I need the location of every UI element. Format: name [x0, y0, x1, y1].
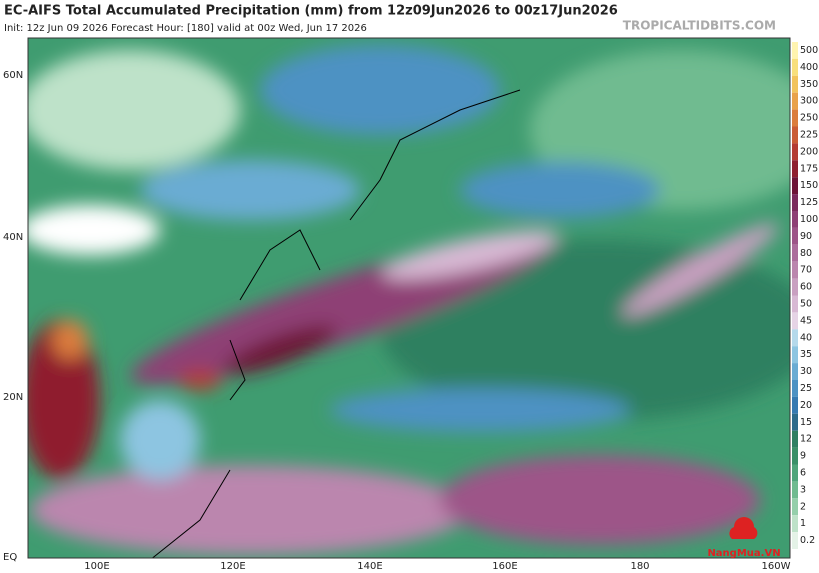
- colorbar-label: 0.2: [800, 535, 815, 546]
- colorbar-swatch: [792, 278, 798, 296]
- colorbar-label: 150: [800, 180, 818, 191]
- colorbar-swatch: [792, 295, 798, 313]
- colorbar-swatch: [792, 447, 798, 465]
- colorbar-swatch: [792, 464, 798, 482]
- colorbar-label: 1: [800, 518, 806, 529]
- colorbar-swatch: [792, 58, 798, 76]
- colorbar-label: 30: [800, 366, 812, 377]
- precip-field: [28, 38, 790, 558]
- colorbar-label: 45: [800, 315, 812, 326]
- coastline: [151, 89, 521, 558]
- lon-label: 160E: [492, 561, 517, 572]
- colorbar-swatch: [792, 396, 798, 414]
- colorbar-label: 2: [800, 501, 806, 512]
- colorbar-label: 9: [800, 451, 806, 462]
- colorbar-label: 250: [800, 113, 818, 124]
- colorbar-swatch: [792, 177, 798, 195]
- map-frame: [27, 37, 791, 559]
- lon-label: 180: [630, 561, 649, 572]
- colorbar-swatch: [792, 109, 798, 127]
- lon-label: 120E: [220, 561, 245, 572]
- lon-label: 140E: [357, 561, 382, 572]
- colorbar-label: 70: [800, 265, 812, 276]
- colorbar-label: 300: [800, 96, 818, 107]
- colorbar-swatch: [792, 211, 798, 228]
- watermark-icon: [729, 517, 758, 539]
- colorbar: 5004003503002502252001751501251009080706…: [792, 42, 818, 549]
- colorbar-swatch: [792, 515, 798, 533]
- colorbar-label: 40: [800, 332, 812, 343]
- colorbar-swatch: [792, 143, 798, 161]
- colorbar-swatch: [792, 363, 798, 380]
- colorbar-label: 200: [800, 146, 818, 157]
- colorbar-swatch: [792, 244, 798, 262]
- colorbar-label: 6: [800, 467, 806, 478]
- colorbar-label: 20: [800, 400, 812, 411]
- colorbar-label: 500: [800, 45, 818, 56]
- colorbar-label: 350: [800, 79, 818, 90]
- colorbar-swatch: [792, 75, 798, 93]
- colorbar-label: 50: [800, 298, 812, 309]
- colorbar-swatch: [792, 413, 798, 431]
- colorbar-swatch: [792, 227, 798, 245]
- title: EC-AIFS Total Accumulated Precipitation …: [4, 4, 618, 19]
- lat-label: 40N: [3, 232, 23, 243]
- watermark: NangMua.VN: [707, 517, 781, 559]
- site-credit: TROPICALTIDBITS.COM: [623, 19, 776, 33]
- colorbar-swatch: [792, 380, 798, 397]
- lat-label: 60N: [3, 70, 23, 81]
- colorbar-label: 175: [800, 163, 818, 174]
- colorbar-swatch: [792, 498, 798, 516]
- watermark-text: NangMua.VN: [707, 548, 780, 559]
- colorbar-label: 90: [800, 231, 812, 242]
- colorbar-label: 100: [800, 214, 818, 225]
- lat-label: EQ: [3, 552, 17, 563]
- colorbar-swatch: [792, 532, 798, 549]
- subtitle: Init: 12z Jun 09 2026 Forecast Hour: [18…: [4, 23, 367, 34]
- lat-label: 20N: [3, 392, 23, 403]
- colorbar-swatch: [792, 329, 798, 347]
- colorbar-label: 125: [800, 197, 818, 208]
- colorbar-swatch: [792, 126, 798, 144]
- colorbar-label: 60: [800, 282, 812, 293]
- colorbar-label: 35: [800, 349, 812, 360]
- colorbar-label: 12: [800, 434, 812, 445]
- colorbar-label: 80: [800, 248, 812, 259]
- colorbar-swatch: [792, 194, 798, 211]
- colorbar-label: 225: [800, 129, 818, 140]
- colorbar-swatch: [792, 481, 798, 499]
- colorbar-label: 25: [800, 383, 812, 394]
- colorbar-label: 3: [800, 484, 806, 495]
- colorbar-label: 15: [800, 417, 812, 428]
- colorbar-swatch: [792, 261, 798, 279]
- colorbar-swatch: [792, 160, 798, 178]
- colorbar-swatch: [792, 430, 798, 448]
- colorbar-swatch: [792, 42, 798, 59]
- colorbar-swatch: [792, 92, 798, 110]
- colorbar-swatch: [792, 312, 798, 330]
- lon-label: 100E: [84, 561, 109, 572]
- colorbar-label: 400: [800, 62, 818, 73]
- colorbar-swatch: [792, 346, 798, 364]
- lon-label: 160W: [762, 561, 791, 572]
